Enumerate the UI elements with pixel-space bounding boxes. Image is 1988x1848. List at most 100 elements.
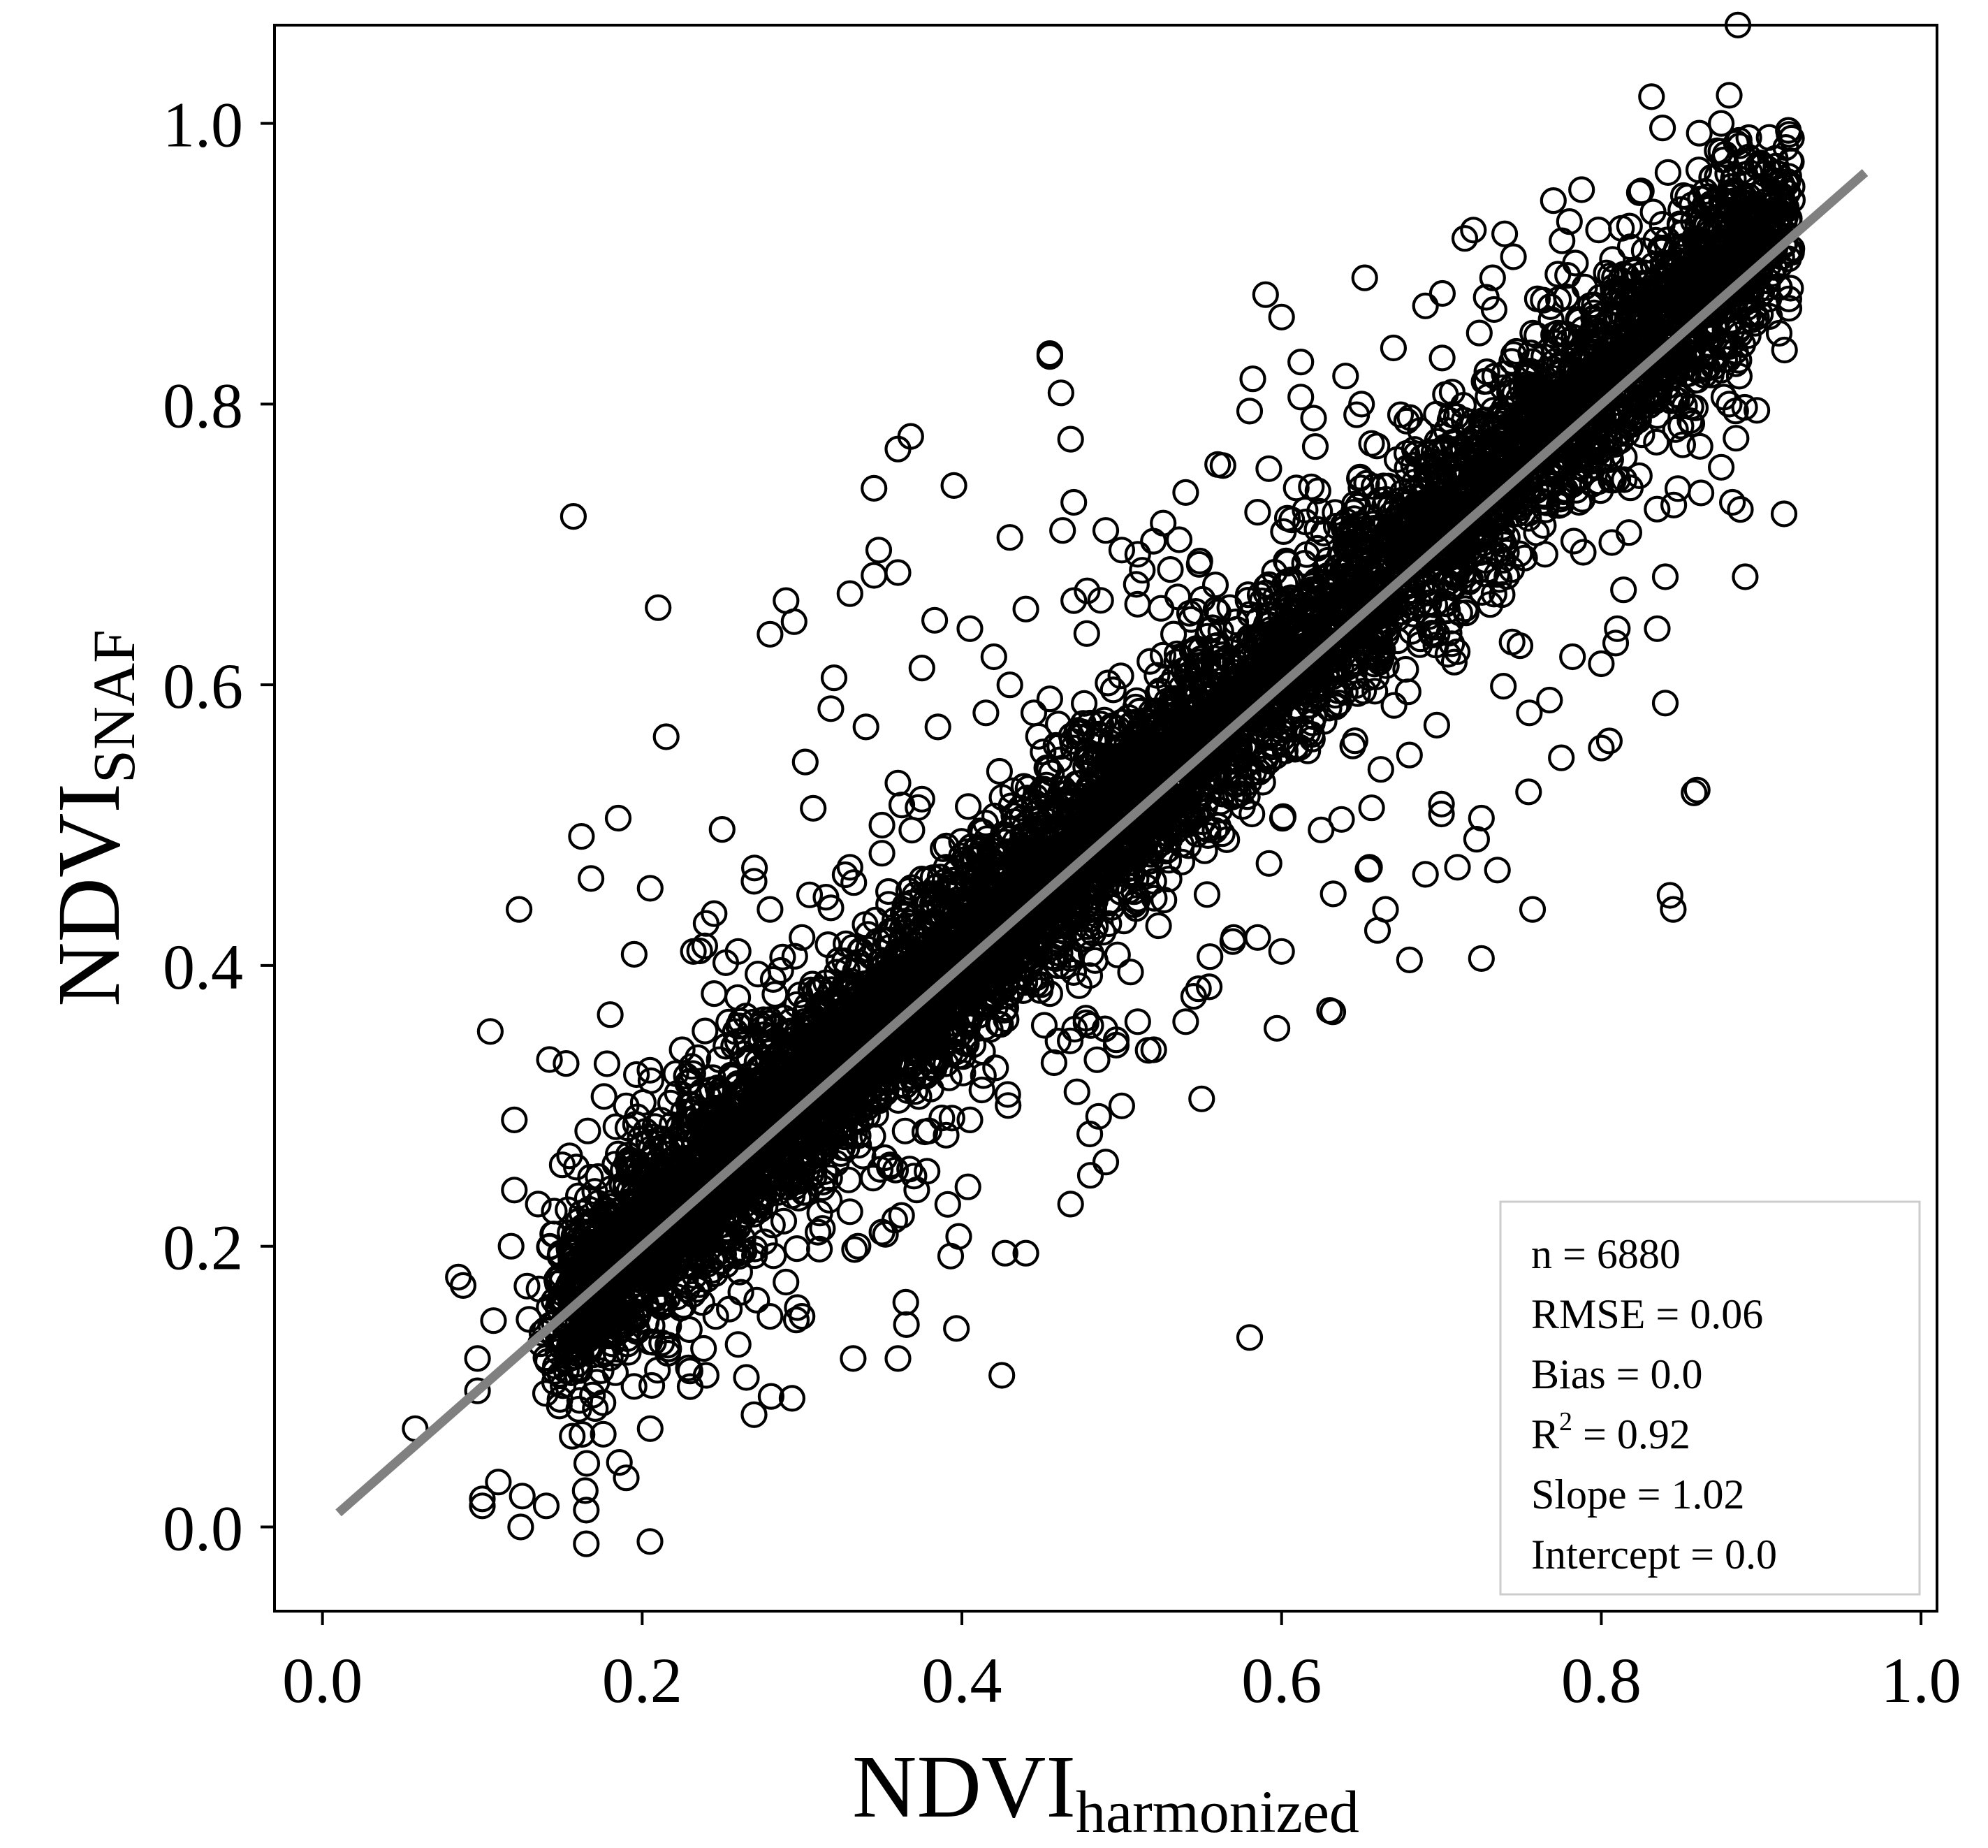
data-point <box>1304 477 1331 504</box>
data-point <box>679 1060 706 1087</box>
data-point <box>1602 630 1630 657</box>
data-point <box>1674 183 1702 211</box>
data-point <box>1440 648 1468 676</box>
data-point <box>1194 822 1222 850</box>
data-point <box>866 1156 894 1183</box>
data-point <box>1255 455 1282 482</box>
data-point <box>1292 496 1319 524</box>
data-point <box>1771 336 1798 364</box>
data-point <box>615 1141 642 1169</box>
data-point <box>1598 529 1625 556</box>
data-point <box>702 1303 729 1330</box>
data-point <box>1770 500 1798 528</box>
data-point <box>1269 803 1297 830</box>
data-point <box>1664 475 1692 502</box>
data-point <box>1628 421 1656 449</box>
data-point <box>770 1207 798 1235</box>
data-point <box>954 1173 981 1200</box>
data-point <box>1204 813 1232 840</box>
data-point <box>559 1423 586 1450</box>
data-point <box>759 966 787 994</box>
data-point <box>571 1477 599 1504</box>
data-point <box>1195 973 1223 1001</box>
data-point <box>620 1373 648 1400</box>
data-point <box>1361 678 1389 705</box>
data-point <box>994 1081 1021 1108</box>
data-point <box>933 1121 960 1149</box>
data-point <box>1451 225 1479 252</box>
data-point <box>1234 581 1262 609</box>
data-point <box>1339 732 1366 759</box>
data-point <box>1490 672 1517 700</box>
data-point <box>1107 662 1134 690</box>
data-point <box>914 1158 941 1185</box>
data-point <box>1278 506 1306 534</box>
data-point <box>1515 778 1542 806</box>
data-point <box>1040 1049 1068 1077</box>
data-point <box>1238 800 1266 828</box>
data-point <box>1744 397 1771 424</box>
data-point <box>1216 594 1243 621</box>
data-point <box>1197 943 1224 970</box>
data-point <box>1185 551 1213 578</box>
data-point <box>675 1316 703 1344</box>
data-point <box>1157 555 1184 583</box>
data-point <box>1367 756 1394 783</box>
data-point <box>582 1395 609 1423</box>
data-point <box>1358 794 1385 822</box>
data-point <box>1072 1009 1099 1037</box>
data-point <box>943 1315 970 1342</box>
data-point <box>840 869 868 896</box>
data-point <box>1500 341 1527 368</box>
data-point <box>836 1198 863 1225</box>
data-point <box>1123 571 1150 598</box>
data-point <box>1491 220 1519 247</box>
data-point <box>1380 692 1408 719</box>
data-point <box>629 1089 657 1116</box>
data-point <box>1531 541 1558 568</box>
data-point <box>1428 344 1456 372</box>
data-point <box>817 894 845 922</box>
data-point <box>769 943 796 971</box>
data-point <box>1308 816 1335 844</box>
data-point <box>1686 119 1713 147</box>
data-point <box>735 1047 762 1075</box>
data-point <box>1556 208 1583 235</box>
data-point <box>606 1449 633 1476</box>
data-point <box>938 1105 965 1132</box>
data-point <box>1014 775 1041 802</box>
data-point <box>831 861 859 889</box>
data-point <box>778 1385 806 1412</box>
data-point <box>1625 179 1653 206</box>
data-point <box>1723 425 1750 452</box>
data-point <box>1149 641 1177 669</box>
data-point <box>1074 577 1101 604</box>
data-point <box>1660 491 1688 519</box>
data-point <box>1145 912 1172 940</box>
data-point <box>995 1092 1022 1119</box>
data-point <box>1143 662 1171 689</box>
data-point <box>1638 83 1665 110</box>
data-point <box>888 1202 915 1229</box>
data-point <box>569 1420 596 1448</box>
data-point <box>1540 321 1567 349</box>
data-point <box>1083 1046 1111 1073</box>
data-point <box>1628 177 1655 205</box>
data-point <box>1480 581 1507 608</box>
data-point <box>1346 463 1374 491</box>
data-point <box>541 1358 569 1385</box>
data-point <box>1255 850 1282 877</box>
data-point <box>1686 432 1713 460</box>
data-point <box>513 1272 541 1300</box>
data-point <box>1077 940 1105 967</box>
data-point <box>1129 557 1156 584</box>
data-point <box>573 1450 601 1477</box>
data-point <box>590 1420 617 1448</box>
data-point <box>1423 711 1450 739</box>
data-point <box>638 1372 666 1399</box>
data-point <box>1076 1162 1104 1189</box>
data-point <box>1428 279 1456 307</box>
data-point <box>1099 676 1127 704</box>
data-point <box>743 1286 770 1314</box>
data-point <box>905 1083 933 1110</box>
